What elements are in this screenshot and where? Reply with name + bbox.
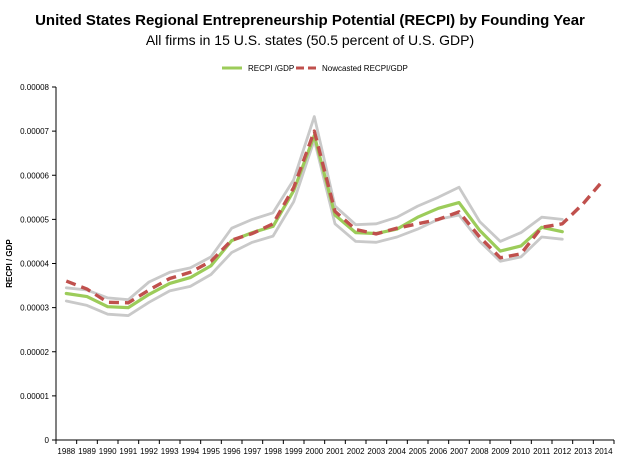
x-tick-label: 2000 xyxy=(305,447,323,456)
x-tick-label: 1989 xyxy=(78,447,96,456)
x-tick-label: 2011 xyxy=(533,447,551,456)
x-tick-label: 1991 xyxy=(119,447,137,456)
x-tick-label: 2008 xyxy=(471,447,489,456)
x-tick-label: 2014 xyxy=(595,447,613,456)
y-tick-label: 0.00001 xyxy=(20,392,49,401)
x-tick-label: 1995 xyxy=(202,447,220,456)
x-tick-label: 1993 xyxy=(161,447,179,456)
x-tick-label: 1997 xyxy=(243,447,261,456)
x-tick-label: 2012 xyxy=(553,447,571,456)
x-tick-label: 2009 xyxy=(491,447,509,456)
y-tick-label: 0.00006 xyxy=(20,171,49,180)
chart-subtitle: All firms in 15 U.S. states (50.5 percen… xyxy=(145,32,475,48)
chart-title: United States Regional Entrepreneurship … xyxy=(35,12,585,29)
y-tick-label: 0.00002 xyxy=(20,348,49,357)
y-axis-title: RECPI / GDP xyxy=(5,239,14,288)
x-tick-label: 1999 xyxy=(285,447,303,456)
y-tick-label: 0.00004 xyxy=(20,260,49,269)
y-tick-label: 0 xyxy=(45,436,50,445)
x-tick-label: 1998 xyxy=(264,447,282,456)
legend-label-nowcasted: Nowcasted RECPI/GDP xyxy=(322,64,408,73)
series-line-recpi-gdp xyxy=(64,133,564,310)
y-tick-label: 0.00005 xyxy=(20,215,49,224)
x-tick-label: 2004 xyxy=(388,447,406,456)
x-tick-label: 1996 xyxy=(223,447,241,456)
x-tick-label: 2002 xyxy=(347,447,365,456)
y-tick-label: 0.00008 xyxy=(20,83,49,92)
x-tick-label: 1990 xyxy=(99,447,117,456)
y-tick-label: 0.00007 xyxy=(20,127,49,136)
x-tick-label: 2010 xyxy=(512,447,530,456)
x-tick-label: 2006 xyxy=(429,447,447,456)
legend-label-recpi-gdp: RECPI /GDP xyxy=(248,64,294,73)
x-tick-label: 2001 xyxy=(326,447,344,456)
y-tick-label: 0.00003 xyxy=(20,304,49,313)
x-tick-label: 2013 xyxy=(574,447,592,456)
x-tick-label: 2003 xyxy=(367,447,385,456)
series-line-nowcasted xyxy=(65,129,605,305)
x-tick-label: 2005 xyxy=(409,447,427,456)
x-tick-label: 1988 xyxy=(57,447,75,456)
x-tick-label: 1992 xyxy=(140,447,158,456)
x-tick-label: 1994 xyxy=(181,447,199,456)
x-tick-label: 2007 xyxy=(450,447,468,456)
series-line-upper-bound xyxy=(64,115,564,302)
